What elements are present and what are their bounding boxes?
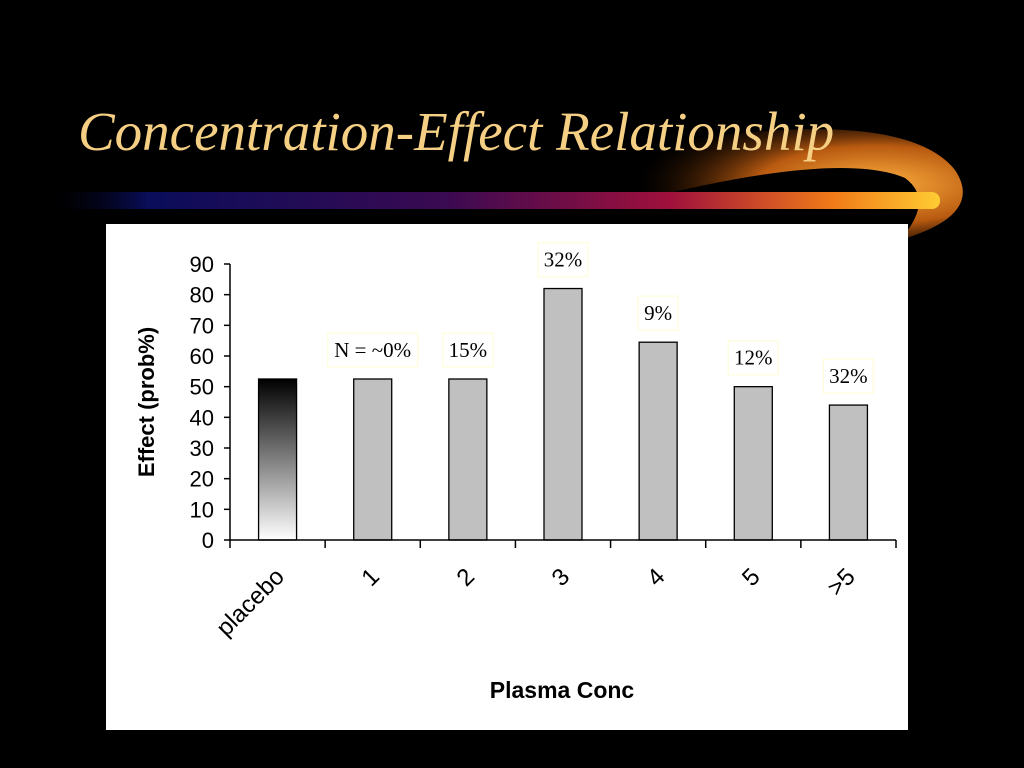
y-tick-label: 20 xyxy=(190,467,214,492)
bar-conc-1 xyxy=(353,378,393,541)
x-tick-label: >5 xyxy=(822,563,860,601)
annotation-box xyxy=(637,295,679,331)
chart-panel: 0 10 20 30 40 50 60 70 80 90 placebo 1 2 3 4 5 >5 N = ~… xyxy=(106,224,908,730)
x-tick-label: 2 xyxy=(452,563,481,592)
x-tick-label: placebo xyxy=(211,563,290,642)
y-tick-label: 80 xyxy=(190,283,214,308)
annotation-label: N = ~0% xyxy=(334,338,411,362)
bar-conc-5 xyxy=(733,386,773,541)
y-axis-label: Effect (prob%) xyxy=(134,327,159,477)
x-tick-label: 5 xyxy=(737,563,766,592)
bar-conc-6 xyxy=(828,404,869,541)
annotation-box xyxy=(326,332,419,368)
bar-conc-4 xyxy=(638,341,678,541)
bar-placebo xyxy=(257,378,298,541)
annotation-label: 32% xyxy=(829,364,868,388)
x-axis-label: Plasma Conc xyxy=(490,677,635,703)
x-tick-label: 4 xyxy=(642,563,671,592)
annotation-box xyxy=(727,339,780,376)
y-tick-label: 30 xyxy=(190,436,214,461)
annotation-label: 12% xyxy=(734,346,773,370)
x-tick-label: 3 xyxy=(547,563,576,592)
bar-conc-3 xyxy=(543,287,583,541)
annotation-label: 32% xyxy=(544,248,583,272)
x-tick-label: 1 xyxy=(356,563,385,592)
y-tick-label: 70 xyxy=(190,313,214,338)
annotation-label: 15% xyxy=(449,338,488,362)
title-underline-swoosh xyxy=(40,129,963,240)
annotation-box xyxy=(822,358,875,394)
y-tick-label: 60 xyxy=(190,344,214,369)
slide-title: Concentration-Effect Relationship xyxy=(78,101,835,162)
y-tick-label: 0 xyxy=(202,528,214,553)
y-tick-label: 50 xyxy=(190,375,214,400)
annotation-box xyxy=(442,332,494,368)
bar-conc-2 xyxy=(448,378,488,541)
annotation-box xyxy=(537,241,589,278)
y-tick-label: 10 xyxy=(190,497,214,522)
y-tick-label: 40 xyxy=(190,405,214,430)
y-tick-label: 90 xyxy=(190,252,214,277)
annotation-label: 9% xyxy=(644,301,672,325)
bar-chart: 0 10 20 30 40 50 60 70 80 90 placebo 1 2 3 4 5 >5 N = ~… xyxy=(134,241,897,703)
